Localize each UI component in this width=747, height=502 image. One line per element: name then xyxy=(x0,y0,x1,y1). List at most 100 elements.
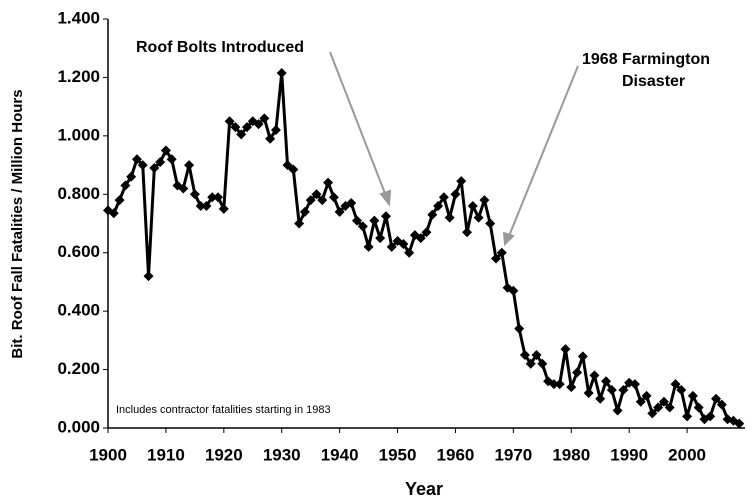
marker xyxy=(606,385,617,396)
marker xyxy=(711,393,722,404)
marker xyxy=(218,203,229,214)
marker xyxy=(305,195,316,206)
y-tick-label: 0.800 xyxy=(57,184,100,203)
marker xyxy=(346,198,357,209)
marker xyxy=(676,385,687,396)
note: Includes contractor fatalities starting … xyxy=(116,404,331,416)
marker xyxy=(519,349,530,360)
marker xyxy=(294,218,305,229)
marker xyxy=(404,247,415,258)
marker xyxy=(502,282,513,293)
x-tick-label: 1900 xyxy=(89,445,127,464)
marker xyxy=(334,206,345,217)
marker xyxy=(421,227,432,238)
marker xyxy=(589,370,600,381)
arrow-head xyxy=(502,231,515,247)
marker xyxy=(270,125,281,136)
marker xyxy=(369,215,380,226)
marker xyxy=(647,408,658,419)
marker xyxy=(143,271,154,282)
marker xyxy=(433,200,444,211)
marker xyxy=(601,376,612,387)
x-tick-label: 1940 xyxy=(321,445,359,464)
arrows xyxy=(329,51,579,247)
marker xyxy=(259,113,270,124)
marker xyxy=(693,402,704,413)
marker xyxy=(224,116,235,127)
y-tick-label: 0.600 xyxy=(57,242,100,261)
marker xyxy=(485,218,496,229)
marker xyxy=(635,396,646,407)
arrow xyxy=(329,51,387,197)
marker xyxy=(583,387,594,398)
marker xyxy=(311,189,322,200)
marker xyxy=(514,323,525,334)
marker xyxy=(363,241,374,252)
marker xyxy=(398,238,409,249)
marker xyxy=(352,215,363,226)
marker xyxy=(554,379,565,390)
marker xyxy=(288,164,299,175)
marker xyxy=(126,171,137,182)
marker xyxy=(664,402,675,413)
marker xyxy=(479,195,490,206)
marker xyxy=(618,385,629,396)
marker xyxy=(682,411,693,422)
marker xyxy=(357,221,368,232)
marker xyxy=(612,405,623,416)
marker xyxy=(149,162,160,173)
x-tick-label: 2000 xyxy=(668,445,706,464)
x-tick-label: 1930 xyxy=(263,445,301,464)
marker xyxy=(131,154,142,165)
marker xyxy=(276,68,287,79)
marker xyxy=(380,211,391,222)
marker xyxy=(415,233,426,244)
arrow-head xyxy=(379,189,392,207)
marker xyxy=(166,154,177,165)
marker xyxy=(577,351,588,362)
y-tick-label: 0.000 xyxy=(57,417,100,436)
marker xyxy=(462,227,473,238)
x-tick-label: 1980 xyxy=(552,445,590,464)
marker xyxy=(323,177,334,188)
marker xyxy=(496,247,507,258)
marker xyxy=(572,367,583,378)
marker xyxy=(427,209,438,220)
marker xyxy=(213,192,224,203)
y-tick-label: 0.200 xyxy=(57,359,100,378)
marker xyxy=(653,402,664,413)
marker xyxy=(230,122,241,133)
marker xyxy=(155,157,166,168)
marker xyxy=(531,349,542,360)
marker xyxy=(236,129,247,140)
x-tick-label: 1910 xyxy=(147,445,185,464)
marker xyxy=(386,241,397,252)
y-axis-title: Bit. Roof Fall Fatalities / Million Hour… xyxy=(9,89,26,358)
marker xyxy=(195,200,206,211)
marker xyxy=(160,145,171,156)
marker xyxy=(716,399,727,410)
marker xyxy=(629,379,640,390)
marker xyxy=(375,233,386,244)
marker xyxy=(189,189,200,200)
y-tick-label: 1.200 xyxy=(57,67,100,86)
marker xyxy=(560,344,571,355)
marker xyxy=(548,379,559,390)
x-tick-label: 1950 xyxy=(379,445,417,464)
marker xyxy=(247,116,258,127)
marker xyxy=(537,358,548,369)
marker xyxy=(207,192,218,203)
annotation: 1968 Farmington xyxy=(582,51,710,68)
y-tick-label: 1.000 xyxy=(57,125,100,144)
marker xyxy=(438,192,449,203)
line xyxy=(107,71,740,425)
marker xyxy=(108,208,119,219)
marker xyxy=(641,390,652,401)
marker xyxy=(201,200,212,211)
x-tick-label: 1990 xyxy=(610,445,648,464)
marker xyxy=(137,160,148,171)
arrow xyxy=(508,65,579,237)
marker xyxy=(658,396,669,407)
